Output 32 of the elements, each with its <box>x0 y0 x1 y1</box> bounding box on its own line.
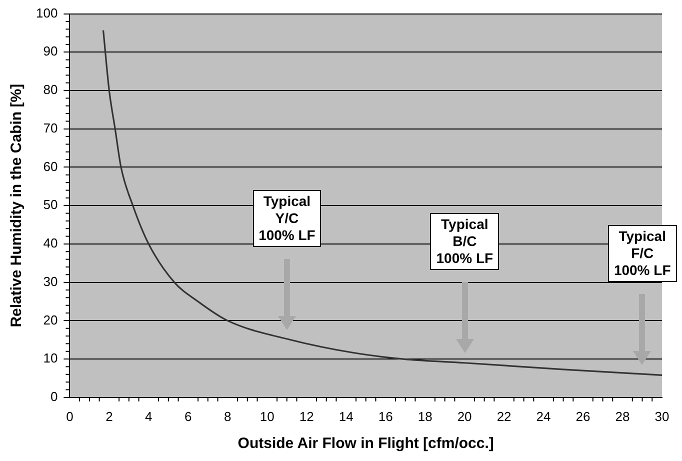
y-tick-label: 20 <box>43 312 58 328</box>
x-tick-label: 18 <box>418 408 432 424</box>
x-tick-label: 16 <box>378 408 393 424</box>
x-tick-label: 0 <box>66 408 74 424</box>
annotation: Typical B/C 100% LF <box>430 213 500 270</box>
x-tick-label: 8 <box>224 408 232 424</box>
y-axis-title: Relative Humidity in the Cabin [%] <box>8 84 26 328</box>
x-tick-label: 10 <box>260 408 274 424</box>
x-tick-label: 6 <box>184 408 192 424</box>
annotation: Typical F/C 100% LF <box>608 224 677 282</box>
y-tick-label: 0 <box>50 388 58 404</box>
x-axis-title: Outside Air Flow in Flight [cfm/occ.] <box>238 435 494 452</box>
x-tick-label: 2 <box>106 408 113 424</box>
x-tick-label: 30 <box>654 408 670 424</box>
y-tick-label: 50 <box>43 197 58 212</box>
y-tick-label: 60 <box>43 158 58 174</box>
x-tick-label: 26 <box>576 408 590 424</box>
y-tick-label: 80 <box>43 82 58 98</box>
x-tick-label: 14 <box>338 408 354 424</box>
x-tick-label: 4 <box>145 408 152 424</box>
x-tick-label: 20 <box>457 408 472 424</box>
y-tick-label: 100 <box>36 5 58 20</box>
y-tick-label: 70 <box>43 120 58 136</box>
x-tick-label: 22 <box>496 408 512 424</box>
annotation: Typical Y/C 100% LF <box>252 190 322 248</box>
y-tick-label: 90 <box>43 44 58 59</box>
y-tick-label: 40 <box>43 236 58 251</box>
y-tick-label: 30 <box>43 274 58 289</box>
x-tick-label: 28 <box>615 408 630 424</box>
x-tick-label: 24 <box>536 408 551 424</box>
x-tick-label: 12 <box>299 408 314 424</box>
y-tick-label: 10 <box>43 350 58 366</box>
